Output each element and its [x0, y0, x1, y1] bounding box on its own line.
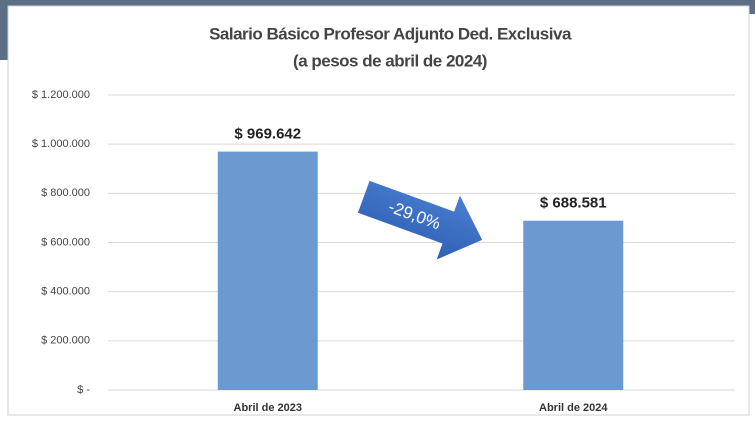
- value-label: $ 969.642: [234, 126, 301, 143]
- y-tick-label: $ 800.000: [41, 187, 90, 199]
- bar: [523, 220, 624, 390]
- y-tick-label: $ 600.000: [41, 236, 90, 248]
- value-label: $ 688.581: [540, 195, 607, 212]
- y-tick-label: $ 1.000.000: [32, 138, 90, 150]
- bar: [217, 151, 318, 390]
- y-tick-label: $ 400.000: [41, 286, 90, 298]
- y-tick-label: $ 200.000: [41, 335, 90, 347]
- arrow-shape: [357, 180, 483, 260]
- chart-title: Salario Básico Profesor Adjunto Ded. Exc…: [209, 24, 572, 43]
- chart-subtitle: (a pesos de abril de 2024): [293, 51, 487, 70]
- x-tick-label: Abril de 2024: [539, 402, 608, 414]
- y-tick-label: $ 1.200.000: [32, 89, 90, 101]
- x-tick-label: Abril de 2023: [234, 402, 302, 414]
- grid: $ - $ 200.000 $ 400.000 $ 600.000 $ 800.000 $…: [32, 89, 735, 396]
- y-tick-label: $ -: [77, 384, 90, 396]
